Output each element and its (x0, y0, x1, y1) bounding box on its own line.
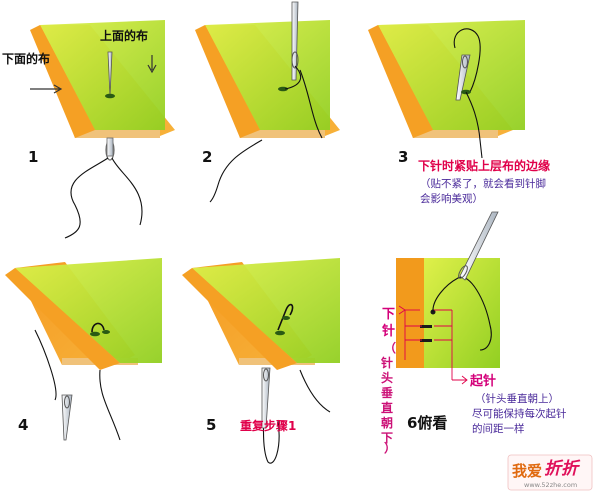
up-stitch-line-1: （针头垂直朝上） (475, 392, 559, 405)
repeat-note: 重复步骤1 (240, 418, 296, 433)
thread (262, 369, 331, 464)
cloth-layers (30, 20, 175, 138)
svg-text:头: 头 (381, 370, 393, 385)
label-top-cloth: 上面的布 (100, 28, 148, 43)
stitch-top (277, 303, 294, 331)
up-stitch-line-2: 尽可能保持每次起针 (472, 407, 567, 420)
step-number: 3 (398, 148, 408, 166)
svg-text:www.52zhe.com: www.52zhe.com (524, 481, 577, 489)
needle-below (105, 137, 115, 161)
panel-1: 上面的布 下面的布 1 (2, 20, 175, 239)
panel-5: 5 重复步骤1 (182, 258, 340, 464)
svg-text:朝: 朝 (381, 415, 393, 430)
needle (458, 211, 499, 281)
svg-text:（: （ (384, 340, 396, 355)
needle (455, 54, 471, 101)
up-stitch-label: 起针 (469, 373, 496, 389)
step-number: 6俯看 (407, 414, 447, 432)
thread (465, 91, 483, 159)
svg-text:垂: 垂 (381, 385, 393, 400)
note-line-1: （贴不紧了，就会看到针脚 (420, 177, 546, 190)
step-number: 2 (202, 148, 212, 166)
svg-text:针: 针 (381, 355, 393, 370)
needle (291, 1, 299, 81)
svg-text:）: ） (384, 440, 396, 455)
svg-text:下: 下 (381, 431, 393, 445)
guide-lines (398, 305, 468, 385)
cloth-layers (368, 20, 525, 138)
panel-2: 2 (195, 1, 340, 203)
note-line-2: 会影响美观） (420, 192, 483, 205)
cloth-layers (195, 20, 340, 138)
step-number: 5 (206, 416, 216, 434)
thread-loop (453, 28, 481, 93)
stitch-top (91, 322, 105, 333)
thread (64, 157, 143, 239)
stitch-hole (102, 330, 110, 334)
down-stitch-label-1: 下 (382, 307, 395, 322)
note-title: 下针时紧贴上层布的边缘 (418, 158, 550, 173)
stitch-hole (282, 316, 290, 320)
step-number: 1 (28, 148, 38, 166)
panel-6: 下 针 （ 针 头 垂 直 朝 下 ） 起针 （针头垂直朝上） 尽可能保持每次起… (381, 211, 567, 455)
thread-below (209, 139, 263, 203)
thread (284, 65, 323, 139)
svg-text:我爱: 我爱 (512, 462, 542, 480)
down-stitch-label-2: 针 (381, 323, 395, 339)
stitch-hole (90, 331, 100, 337)
down-stitch-sub: （ 针 头 垂 直 朝 下 ） (381, 340, 396, 455)
needle (61, 394, 73, 441)
thread (34, 329, 121, 441)
svg-text:直: 直 (381, 400, 393, 415)
cloth-layers (182, 258, 340, 370)
panel-3: 3 下针时紧贴上层布的边缘 （贴不紧了，就会看到针脚 会影响美观） (368, 20, 550, 205)
stitch-hole (105, 93, 115, 99)
up-stitch-line-3: 的间距一样 (472, 422, 525, 435)
arrow-right-icon (30, 84, 63, 94)
needle (107, 51, 113, 97)
watermark-logo: 我爱 折折 www.52zhe.com (507, 454, 593, 491)
thread (432, 276, 492, 351)
label-bottom-cloth: 下面的布 (2, 51, 50, 66)
stitch-hole (278, 86, 288, 92)
panel-4: 4 (5, 258, 162, 441)
arrow-down-icon (147, 55, 157, 74)
stitch-hole (275, 330, 285, 336)
needle (261, 367, 271, 429)
step-number: 4 (18, 416, 28, 434)
svg-text:折折: 折折 (544, 459, 581, 479)
cloth-layers (5, 258, 162, 370)
